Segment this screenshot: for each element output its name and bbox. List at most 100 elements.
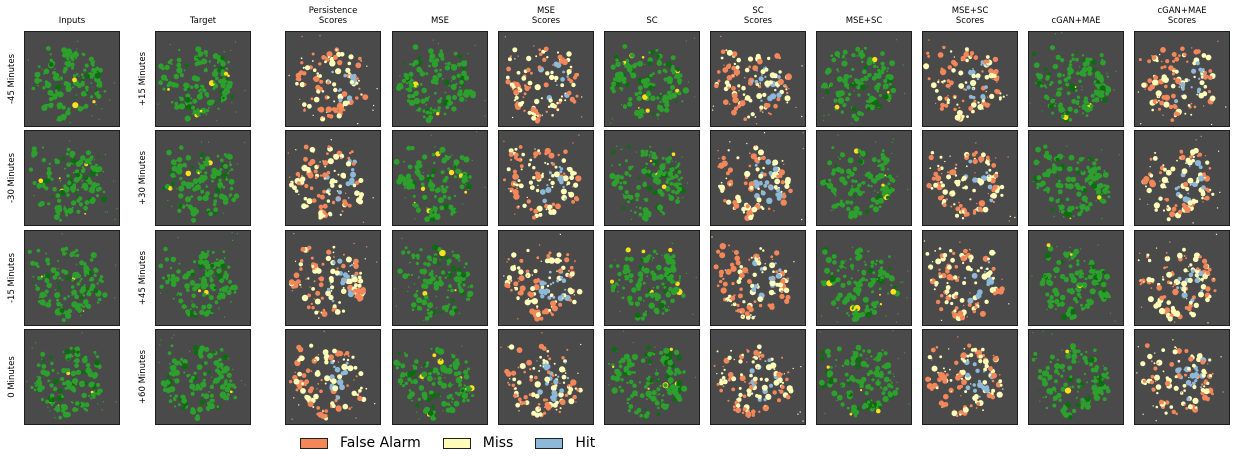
panel-cgan-mae-scores-row-3 [1134,230,1230,326]
legend-swatch-miss [442,437,471,449]
legend-swatch-hit [535,437,564,449]
panel-cgan-mae-scores-row-4 [1134,329,1230,425]
panel-sc-scores-row-1 [710,31,806,127]
column-title-inputs: Inputs [58,16,86,26]
panel-image [1032,144,1120,220]
panel-image [1029,32,1117,123]
panel-image [500,332,583,418]
panel-image [288,233,378,319]
column-title-mse-scores: MSE Scores [531,6,561,26]
panel-image [158,232,239,318]
panel-target-row-3 [155,230,251,326]
panel-image [1137,40,1227,126]
column-title-cgan-mae-scores: cGAN+MAE Scores [1157,6,1207,26]
panel-image [820,246,909,323]
panel-image [26,332,117,420]
panel-sc-row-1 [604,31,700,127]
panel-image [923,240,1010,322]
panel-inputs-row-4 [24,329,120,425]
panel-sc-row-4 [604,329,700,425]
panel-image [27,40,115,124]
panel-image [1137,233,1218,324]
input-row-label: -30 Minutes [7,152,17,204]
panel-image [820,134,909,220]
panel-image [1139,135,1221,224]
panel-image [1031,330,1111,420]
panel-cgan-mae-row-1 [1028,31,1124,127]
panel-target-row-2 [155,130,251,226]
column-title-persistence-scores: Persistence Scores [308,6,358,26]
panel-image [393,131,486,222]
panel-image [1136,339,1224,422]
panel-image [610,37,696,124]
panel-mse-sc-scores-row-4 [922,329,1018,425]
legend-item-hit: Hit [535,435,595,451]
panel-image [609,144,689,222]
panel-sc-row-3 [604,230,700,326]
panel-image [287,139,374,223]
panel-mse-scores-row-3 [498,230,594,326]
panel-image [27,233,117,323]
panel-mse-scores-row-4 [498,329,594,425]
panel-image [394,237,474,321]
panel-image [923,39,1008,122]
input-row-label: -15 Minutes [7,252,17,304]
panel-image [503,134,582,220]
panel-cgan-mae-row-3 [1028,230,1124,326]
panel-cgan-mae-row-4 [1028,329,1124,425]
panel-mse-sc-scores-row-2 [922,130,1018,226]
panel-sc-scores-row-3 [710,230,806,326]
panel-image [608,330,697,420]
column-title-sc: SC [646,16,658,26]
panel-cgan-mae-row-2 [1028,130,1124,226]
panel-image [926,142,1016,222]
panel-image [503,233,583,322]
panel-image [820,39,906,125]
panel-image [162,141,246,223]
panel-image [713,344,804,422]
panel-persistence-scores-row-3 [285,230,381,326]
panel-sc-scores-row-2 [710,130,806,226]
panel-mse-sc-row-2 [816,130,912,226]
panel-persistence-scores-row-1 [285,31,381,127]
panel-mse-row-3 [392,230,488,326]
panel-mse-sc-row-1 [816,31,912,127]
panel-inputs-row-3 [24,230,120,326]
panel-image [925,336,1004,417]
panel-mse-row-1 [392,31,488,127]
panel-mse-row-2 [392,130,488,226]
panel-image [393,345,475,421]
target-row-label: +15 Minutes [138,51,148,107]
legend-swatch-false-alarm [300,437,328,449]
panel-sc-scores-row-4 [710,329,806,425]
target-row-label: +30 Minutes [138,150,148,206]
column-title-sc-scores: SC Scores [743,6,773,26]
panel-image [157,41,246,122]
target-row-label: +60 Minutes [138,349,148,405]
legend-item-miss: Miss [442,435,513,451]
panel-inputs-row-2 [24,130,120,226]
column-title-cgan-mae: cGAN+MAE [1051,16,1101,26]
panel-mse-sc-scores-row-1 [922,31,1018,127]
legend-label-hit: Hit [575,435,596,451]
column-title-mse-sc: MSE+SC [845,16,883,26]
legend-item-false-alarm: False Alarm [300,435,421,451]
panel-image [1031,243,1116,322]
panel-image [609,242,697,321]
panel-image [717,132,804,221]
panel-sc-row-2 [604,130,700,226]
column-title-mse-sc-scores: MSE+SC Scores [951,6,989,26]
panel-mse-row-4 [392,329,488,425]
panel-cgan-mae-scores-row-1 [1134,31,1230,127]
panel-image [712,35,803,125]
panel-mse-scores-row-2 [498,130,594,226]
target-row-label: +45 Minutes [138,250,148,306]
panel-target-row-1 [155,31,251,127]
legend: False Alarm Miss Hit [300,432,617,454]
panel-mse-sc-row-3 [816,230,912,326]
panel-target-row-4 [155,329,251,425]
column-title-mse: MSE [430,16,450,26]
panel-persistence-scores-row-4 [285,329,381,425]
panel-image [396,39,486,124]
panel-image [288,330,376,421]
